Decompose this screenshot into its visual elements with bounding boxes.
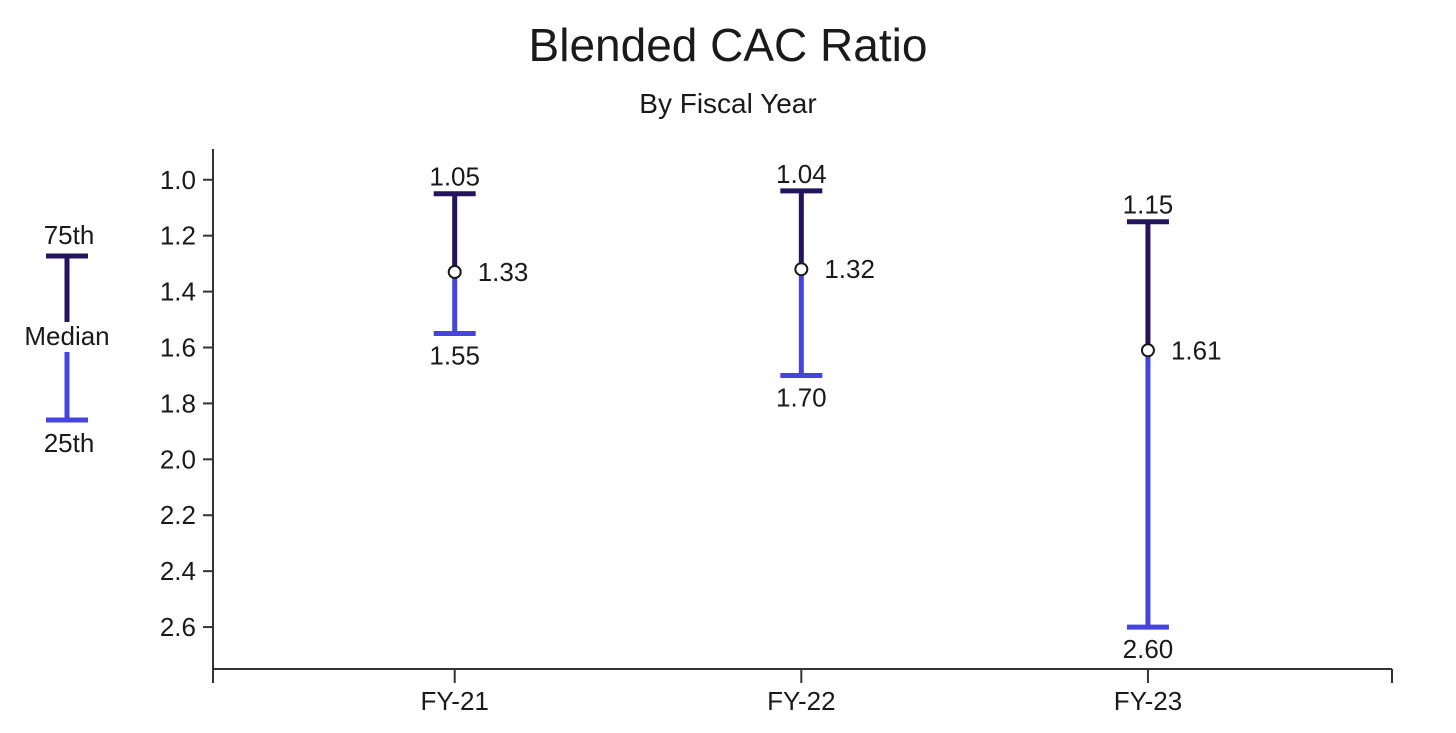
chart-title: Blended CAC Ratio xyxy=(528,19,928,71)
y-tick-label: 2.0 xyxy=(160,444,196,474)
p25-value-label: 1.55 xyxy=(429,341,480,371)
y-tick-label: 2.4 xyxy=(160,556,196,586)
median-value-label: 1.33 xyxy=(478,257,529,287)
legend-75th-label: 75th xyxy=(44,220,95,250)
y-tick-label: 2.2 xyxy=(160,500,196,530)
p75-value-label: 1.04 xyxy=(776,159,827,189)
median-point xyxy=(794,262,809,277)
legend: 75th Median 25th xyxy=(24,220,109,458)
p25-value-label: 2.60 xyxy=(1123,634,1174,664)
median-value-label: 1.32 xyxy=(824,254,875,284)
y-tick-label: 1.8 xyxy=(160,388,196,418)
median-point xyxy=(1140,343,1155,358)
x-tick-label: FY-23 xyxy=(1114,686,1182,716)
median-value-label: 1.61 xyxy=(1171,335,1222,365)
y-tick-label: 1.4 xyxy=(160,277,196,307)
p25-value-label: 1.70 xyxy=(776,382,827,412)
y-tick-label: 1.0 xyxy=(160,165,196,195)
range-marks: 1.05 1.33 1.55 1.04 1.32 1.70 1.15 1.61 2.60 xyxy=(429,159,1221,664)
x-ticks: FY-21 FY-22 FY-23 xyxy=(420,669,1182,716)
chart-subtitle: By Fiscal Year xyxy=(639,88,817,119)
y-ticks: 1.0 1.2 1.4 1.6 1.8 2.0 2.2 2.4 2.6 xyxy=(160,165,213,642)
legend-median-label: Median xyxy=(24,321,109,351)
y-tick-label: 1.2 xyxy=(160,221,196,251)
p75-value-label: 1.15 xyxy=(1123,190,1174,220)
y-tick-label: 1.6 xyxy=(160,332,196,362)
y-tick-label: 2.6 xyxy=(160,612,196,642)
legend-25th-label: 25th xyxy=(44,428,95,458)
x-tick-label: FY-21 xyxy=(420,686,488,716)
p75-value-label: 1.05 xyxy=(429,162,480,192)
x-tick-label: FY-22 xyxy=(767,686,835,716)
median-point xyxy=(447,265,462,280)
